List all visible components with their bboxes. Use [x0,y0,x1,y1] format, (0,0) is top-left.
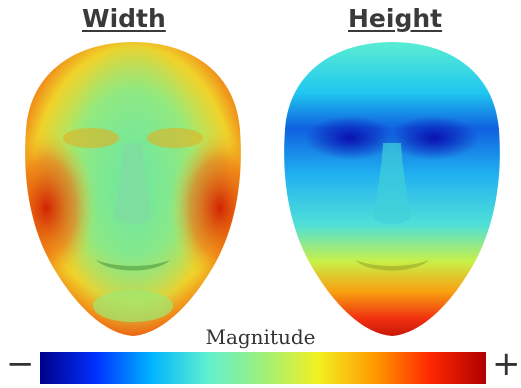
colorbar [40,352,486,384]
height-face-heatmap [284,42,500,336]
colorbar-max-symbol: + [492,344,521,384]
width-face-heatmap [25,42,241,336]
colorbar-min-symbol: − [6,344,35,384]
height-panel-title: Height [348,4,443,33]
colorbar-label: Magnitude [205,325,316,349]
width-panel-title: Width [82,4,166,33]
